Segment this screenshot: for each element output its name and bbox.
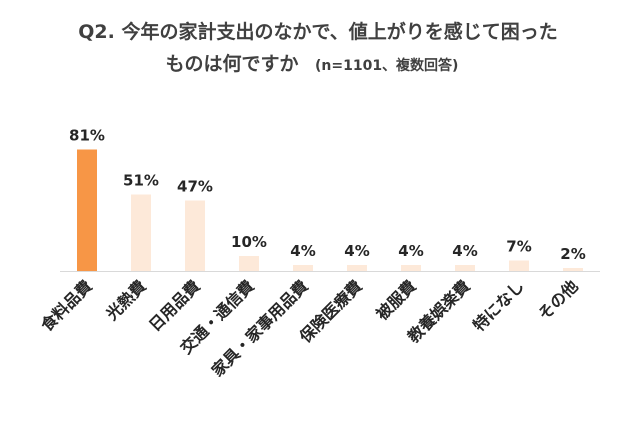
bar-7 <box>401 265 421 271</box>
value-label-4: 10% <box>231 233 267 251</box>
bar-3 <box>185 200 205 271</box>
bar-4 <box>239 256 259 271</box>
value-labels-group: 81% 51% 47% 10% 4% 4% 4% 4% 7% 2% <box>69 127 586 264</box>
value-label-1: 81% <box>69 127 105 145</box>
value-label-3: 47% <box>177 178 213 196</box>
chart-subtitle: (n=1101、複数回答) <box>315 57 458 74</box>
value-label-10: 2% <box>560 245 585 263</box>
value-label-7: 4% <box>398 242 423 260</box>
category-label-2: 光熱費 <box>102 276 150 324</box>
value-label-5: 4% <box>290 242 315 260</box>
category-label-1: 食料品費 <box>36 276 95 335</box>
chart-title-line2: ものは何ですか <box>165 52 298 75</box>
bars-group <box>77 149 583 271</box>
bar-1 <box>77 149 97 271</box>
value-label-8: 4% <box>452 242 477 260</box>
value-label-9: 7% <box>506 238 531 256</box>
bar-10 <box>563 268 583 271</box>
bar-2 <box>131 194 151 271</box>
value-label-6: 4% <box>344 242 369 260</box>
chart-title: Q2. 今年の家計支出のなかで、値上がりを感じて困った <box>78 20 557 43</box>
bar-6 <box>347 265 367 271</box>
bar-5 <box>293 265 313 271</box>
category-label-10: その他 <box>534 276 581 323</box>
bar-8 <box>455 265 475 271</box>
category-label-5: 家具・家事用品費 <box>208 276 312 380</box>
bar-9 <box>509 260 529 271</box>
category-label-9: 特になし <box>469 276 528 335</box>
category-label-7: 被服費 <box>372 276 419 323</box>
value-label-2: 51% <box>123 172 159 190</box>
